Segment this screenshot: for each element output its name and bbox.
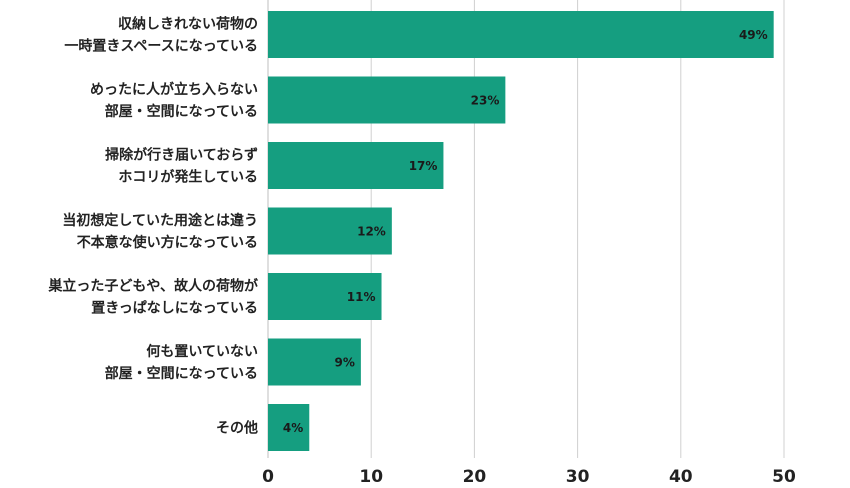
category-label-line: 置きっぱなしになっている [91, 300, 258, 317]
category-label-line: ホコリが発生している [118, 169, 258, 186]
bar [268, 338, 361, 386]
category-label: めったに人が立ち入らない部屋・空間になっている [90, 81, 258, 120]
x-tick-label: 10 [359, 467, 383, 487]
category-label-line: 部屋・空間になっている [105, 365, 258, 382]
bar [268, 11, 774, 58]
category-label: 収納しきれない荷物の一時置きスペースになっている [64, 16, 258, 55]
bar [268, 273, 382, 320]
category-label-line: 一時置きスペースになっている [64, 38, 258, 55]
bar [268, 207, 392, 255]
data-label: 12% [357, 225, 386, 239]
x-tick-label: 0 [262, 467, 274, 487]
category-label-line: その他 [216, 420, 258, 437]
category-label-layer: 収納しきれない荷物の一時置きスペースになっているめったに人が立ち入らない部屋・空… [47, 16, 259, 437]
x-tick-label: 40 [669, 467, 693, 487]
bar [268, 76, 506, 124]
bar-layer: 49% 23% 17% 12% 11% 9% 4% [268, 11, 774, 451]
category-label-line: 掃除が行き届いておらず [105, 147, 258, 164]
category-label-line: 当初想定していた用途とは違う [62, 212, 258, 229]
data-label: 49% [739, 28, 768, 42]
data-label: 9% [335, 356, 355, 370]
x-axis-tick-layer: 0 10 20 30 40 50 [262, 467, 796, 487]
data-label: 23% [471, 94, 500, 108]
category-label-line: めったに人が立ち入らない [90, 81, 258, 98]
data-label: 17% [409, 159, 438, 173]
x-tick-label: 30 [566, 467, 590, 487]
category-label: 当初想定していた用途とは違う不本意な使い方になっている [62, 212, 258, 251]
x-tick-label: 50 [772, 467, 796, 487]
category-label-line: 部屋・空間になっている [105, 103, 258, 120]
category-label: その他 [216, 420, 258, 437]
x-tick-label: 20 [463, 467, 487, 487]
bar [268, 404, 310, 451]
category-label-line: 不本意な使い方になっている [77, 234, 258, 251]
category-label-line: 収納しきれない荷物の [118, 16, 258, 33]
bar [268, 142, 444, 189]
category-label: 掃除が行き届いておらずホコリが発生している [105, 147, 258, 186]
category-label: 何も置いていない部屋・空間になっている [105, 343, 258, 382]
data-label: 4% [283, 421, 303, 435]
category-label: 巣立った子どもや、故人の荷物が置きっぱなしになっている [47, 278, 259, 317]
category-label-line: 何も置いていない [146, 343, 258, 360]
category-label-line: 巣立った子どもや、故人の荷物が [47, 278, 259, 295]
data-label: 11% [347, 290, 376, 304]
